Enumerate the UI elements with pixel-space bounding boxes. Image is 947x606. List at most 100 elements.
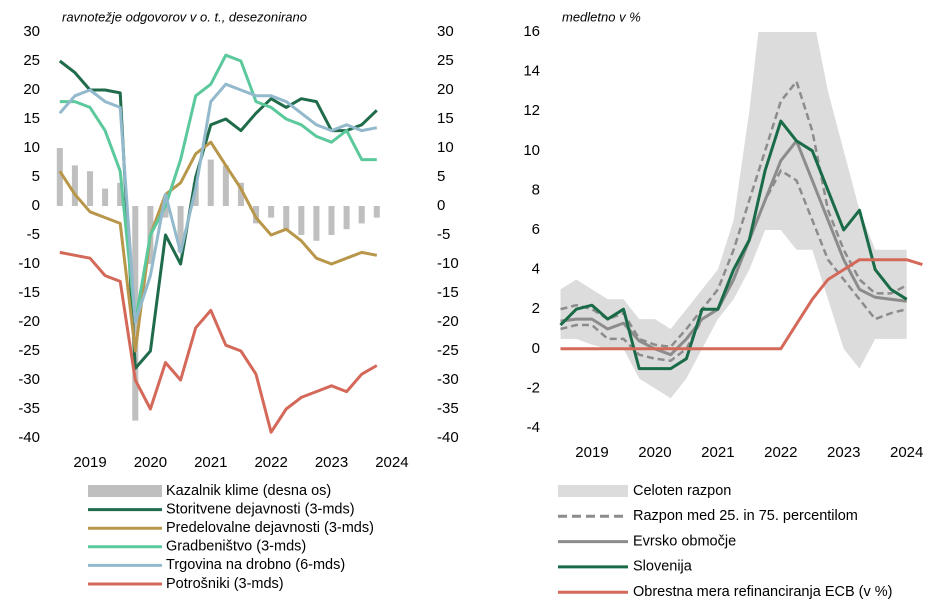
- bar: [237, 182, 244, 206]
- bar: [102, 188, 109, 206]
- legend-label: Slovenija: [633, 559, 693, 575]
- x-tick-label: 2021: [701, 444, 734, 461]
- line: [58, 82, 378, 324]
- x-tick-label: 2024: [890, 444, 923, 461]
- y-tick-label: 12: [523, 102, 540, 119]
- y-tick-label: 5: [32, 168, 40, 185]
- y2-tick-label: -5: [437, 226, 450, 243]
- legend-label: Predelovalne dejavnosti (3-mds): [166, 520, 374, 536]
- y-tick-label: -2: [527, 379, 540, 396]
- x-tick-label: 2020: [134, 454, 167, 471]
- chart-subtitle: ravnotežje odgovorov v o. t., desezonira…: [62, 9, 307, 24]
- y-tick-label: 20: [23, 81, 40, 98]
- bar: [207, 159, 214, 206]
- bar: [71, 165, 78, 206]
- bar: [56, 148, 63, 206]
- bar: [117, 182, 124, 206]
- legend-label: Obrestna mera refinanciranja ECB (v %): [633, 584, 893, 600]
- y-tick-label: -40: [18, 429, 40, 446]
- bar: [343, 206, 350, 230]
- x-tick-label: 2021: [194, 454, 227, 471]
- y-tick-label: 10: [523, 142, 540, 159]
- y-tick-label: 2: [532, 300, 540, 317]
- bar: [177, 206, 184, 253]
- y-tick-label: 16: [523, 23, 540, 40]
- x-tick-label: 2019: [73, 454, 106, 471]
- legend-label: Celoten razpon: [633, 483, 731, 499]
- legend-label: Kazalnik klime (desna os): [166, 483, 331, 499]
- legend-swatch: [558, 485, 628, 497]
- y2-tick-label: -10: [437, 255, 459, 272]
- x-tick-label: 2024: [375, 454, 408, 471]
- x-tick-label: 2023: [827, 444, 860, 461]
- y-tick-label: 25: [23, 52, 40, 69]
- bar: [298, 206, 305, 235]
- legend-label: Razpon med 25. in 75. percentilom: [633, 508, 858, 524]
- y2-tick-label: -35: [437, 400, 459, 417]
- y-tick-label: -5: [27, 226, 40, 243]
- line: [560, 139, 907, 357]
- y2-tick-label: 25: [437, 52, 454, 69]
- line: [58, 59, 378, 370]
- line: [559, 119, 908, 371]
- y-tick-label: 4: [532, 261, 540, 278]
- y2-tick-label: -20: [437, 313, 459, 330]
- y-tick-label: -30: [18, 371, 40, 388]
- chart-subtitle: medletno v %: [562, 9, 641, 24]
- bar: [162, 206, 169, 218]
- y2-tick-label: 0: [437, 197, 445, 214]
- y2-tick-label: 20: [437, 81, 454, 98]
- legend-swatch: [88, 485, 162, 497]
- bar: [268, 206, 275, 218]
- line: [59, 53, 377, 324]
- bar: [283, 206, 290, 230]
- line: [58, 140, 378, 353]
- y-tick-label: 8: [532, 181, 540, 198]
- y-tick-label: 14: [523, 63, 540, 80]
- y-tick-label: -35: [18, 400, 40, 417]
- plot-area: [56, 53, 380, 434]
- range-area: [560, 32, 907, 399]
- bar: [358, 206, 365, 224]
- line: [560, 258, 923, 351]
- legend-label: Storitvene dejavnosti (3-mds): [166, 501, 355, 517]
- y2-tick-label: -15: [437, 284, 459, 301]
- y-tick-label: -15: [18, 284, 40, 301]
- y-tick-label: 30: [23, 23, 40, 40]
- y2-tick-label: 10: [437, 139, 454, 156]
- legend-label: Trgovina na drobno (6-mds): [166, 557, 345, 573]
- y-tick-label: -20: [18, 313, 40, 330]
- bar: [222, 165, 229, 206]
- line: [59, 250, 378, 434]
- x-tick-label: 2019: [575, 444, 608, 461]
- y-tick-label: 6: [532, 221, 540, 238]
- y-tick-label: 0: [32, 197, 40, 214]
- x-tick-label: 2023: [315, 454, 348, 471]
- bar: [328, 206, 335, 235]
- y2-tick-label: -25: [437, 342, 459, 359]
- percentile-line: [560, 168, 908, 363]
- x-tick-label: 2022: [764, 444, 797, 461]
- y-tick-label: 0: [532, 340, 540, 357]
- y-tick-label: -10: [18, 255, 40, 272]
- y-tick-label: 15: [23, 110, 40, 127]
- y-tick-label: 10: [23, 139, 40, 156]
- bar: [86, 171, 94, 206]
- legend-label: Gradbeništvo (3-mds): [166, 539, 306, 555]
- plot-area: [559, 32, 923, 399]
- y2-tick-label: -40: [437, 429, 459, 446]
- y-tick-label: -4: [527, 419, 540, 436]
- bar: [313, 206, 320, 241]
- bar: [373, 206, 380, 218]
- y2-tick-label: 5: [437, 168, 445, 185]
- x-tick-label: 2020: [638, 444, 671, 461]
- y2-tick-label: -30: [437, 371, 459, 388]
- y2-tick-label: 30: [437, 23, 454, 40]
- legend-label: Potrošniki (3-mds): [166, 576, 284, 592]
- y-tick-label: -25: [18, 342, 40, 359]
- percentile-line: [560, 78, 908, 349]
- y2-tick-label: 15: [437, 110, 454, 127]
- x-tick-label: 2022: [254, 454, 287, 471]
- legend-label: Evrsko območje: [633, 533, 736, 549]
